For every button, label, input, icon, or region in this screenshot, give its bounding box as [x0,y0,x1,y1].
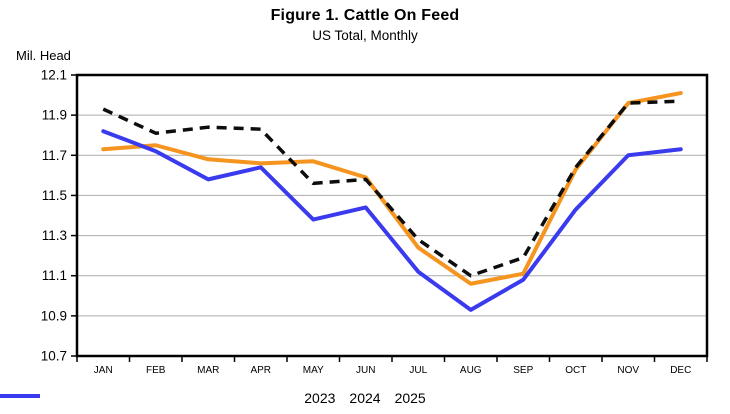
x-tick-label: MAY [303,365,324,376]
x-tick-label: SEP [513,365,533,376]
legend-label-2024: 2024 [349,390,381,406]
legend-item-2025: 2025 [0,390,426,406]
y-tick-label: 11.7 [42,148,67,163]
y-tick-label: 11.3 [42,228,67,243]
y-tick-label: 12.1 [41,68,67,83]
x-tick-label: JUL [409,365,427,376]
x-tick-label: MAR [197,365,219,376]
y-tick-label: 10.9 [41,308,67,323]
x-tick-label: NOV [617,365,639,376]
series-line-2024 [102,99,681,278]
y-tick-label: 11.9 [42,108,67,123]
legend-label-2023: 2023 [304,390,336,406]
x-tick-label: AUG [460,365,482,376]
y-tick-label: 10.7 [41,349,67,364]
chart-legend: 2023 2024 2025 [0,390,730,406]
chart-subtitle: US Total, Monthly [312,28,418,43]
legend-label-2025: 2025 [394,390,426,406]
legend-item-2023: 2023 [0,390,336,406]
x-tick-label: JAN [94,365,113,376]
x-tick-label: DEC [670,365,691,376]
legend-item-2024: 2024 [1,390,381,406]
chart-title: Figure 1. Cattle On Feed [270,7,460,24]
series-line-2025 [101,129,683,312]
x-tick-label: OCT [565,365,586,376]
y-axis-unit-label: Mil. Head [16,48,71,63]
x-tick-label: JUN [356,365,375,376]
legend-swatch-2025 [0,394,40,398]
series-line-2023 [101,91,683,286]
y-tick-label: 11.1 [42,268,67,283]
x-tick-label: FEB [146,365,166,376]
plot-border [75,73,709,358]
x-tick-label: APR [250,365,271,376]
y-tick-label: 11.5 [42,188,67,203]
